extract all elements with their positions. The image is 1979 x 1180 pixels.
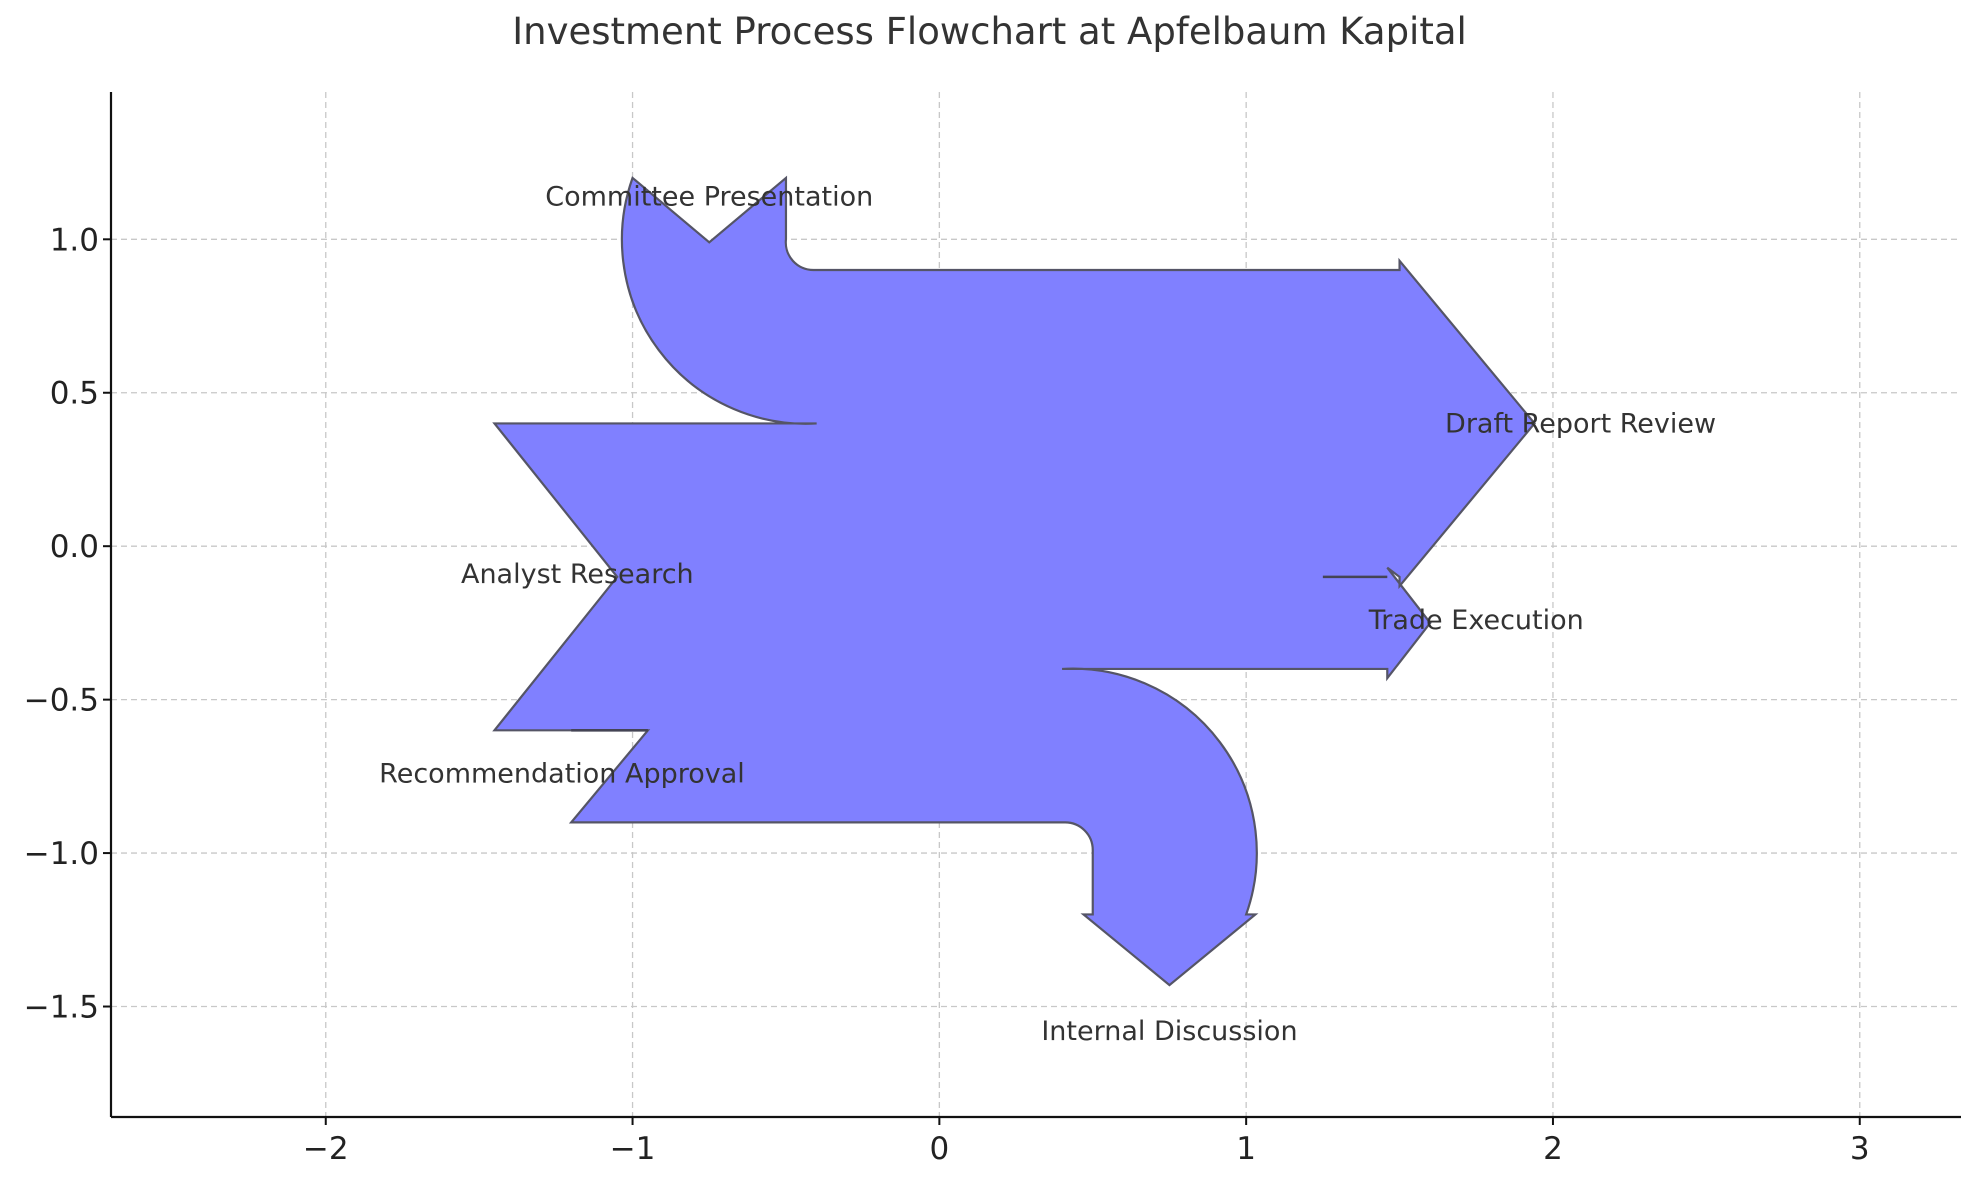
- y-tick-label: 0.0: [50, 529, 99, 565]
- y-tick-label: −1.0: [24, 836, 99, 872]
- flow-label: Trade Execution: [1368, 605, 1584, 636]
- flow-label: Recommendation Approval: [379, 758, 745, 789]
- flow-label: Analyst Research: [461, 559, 694, 590]
- x-tick-label: 2: [1543, 1131, 1563, 1167]
- y-tick-label: −0.5: [24, 683, 99, 719]
- chart-title: Investment Process Flowchart at Apfelbau…: [512, 10, 1467, 53]
- y-tick-label: −1.5: [24, 990, 99, 1026]
- x-tick-label: 0: [929, 1131, 949, 1167]
- axes: −2 −1 0 1 2 3 −1.5 −1.0 −0.5 0.0 0.5 1.0: [24, 92, 1961, 1167]
- sankey-flow-shape: [492, 175, 1536, 987]
- flow-label: Draft Report Review: [1445, 408, 1716, 439]
- flow-shapes: [492, 175, 1536, 987]
- x-tick-label: 3: [1850, 1131, 1870, 1167]
- flow-label: Committee Presentation: [545, 181, 873, 212]
- node-labels: Committee Presentation Draft Report Revie…: [379, 181, 1716, 1047]
- y-tick-label: 1.0: [50, 222, 99, 258]
- x-tick-label: 1: [1236, 1131, 1256, 1167]
- flow-label: Internal Discussion: [1041, 1016, 1297, 1047]
- x-tick-label: −2: [303, 1131, 349, 1167]
- x-tick-label: −1: [610, 1131, 656, 1167]
- y-tick-label: 0.5: [50, 376, 99, 412]
